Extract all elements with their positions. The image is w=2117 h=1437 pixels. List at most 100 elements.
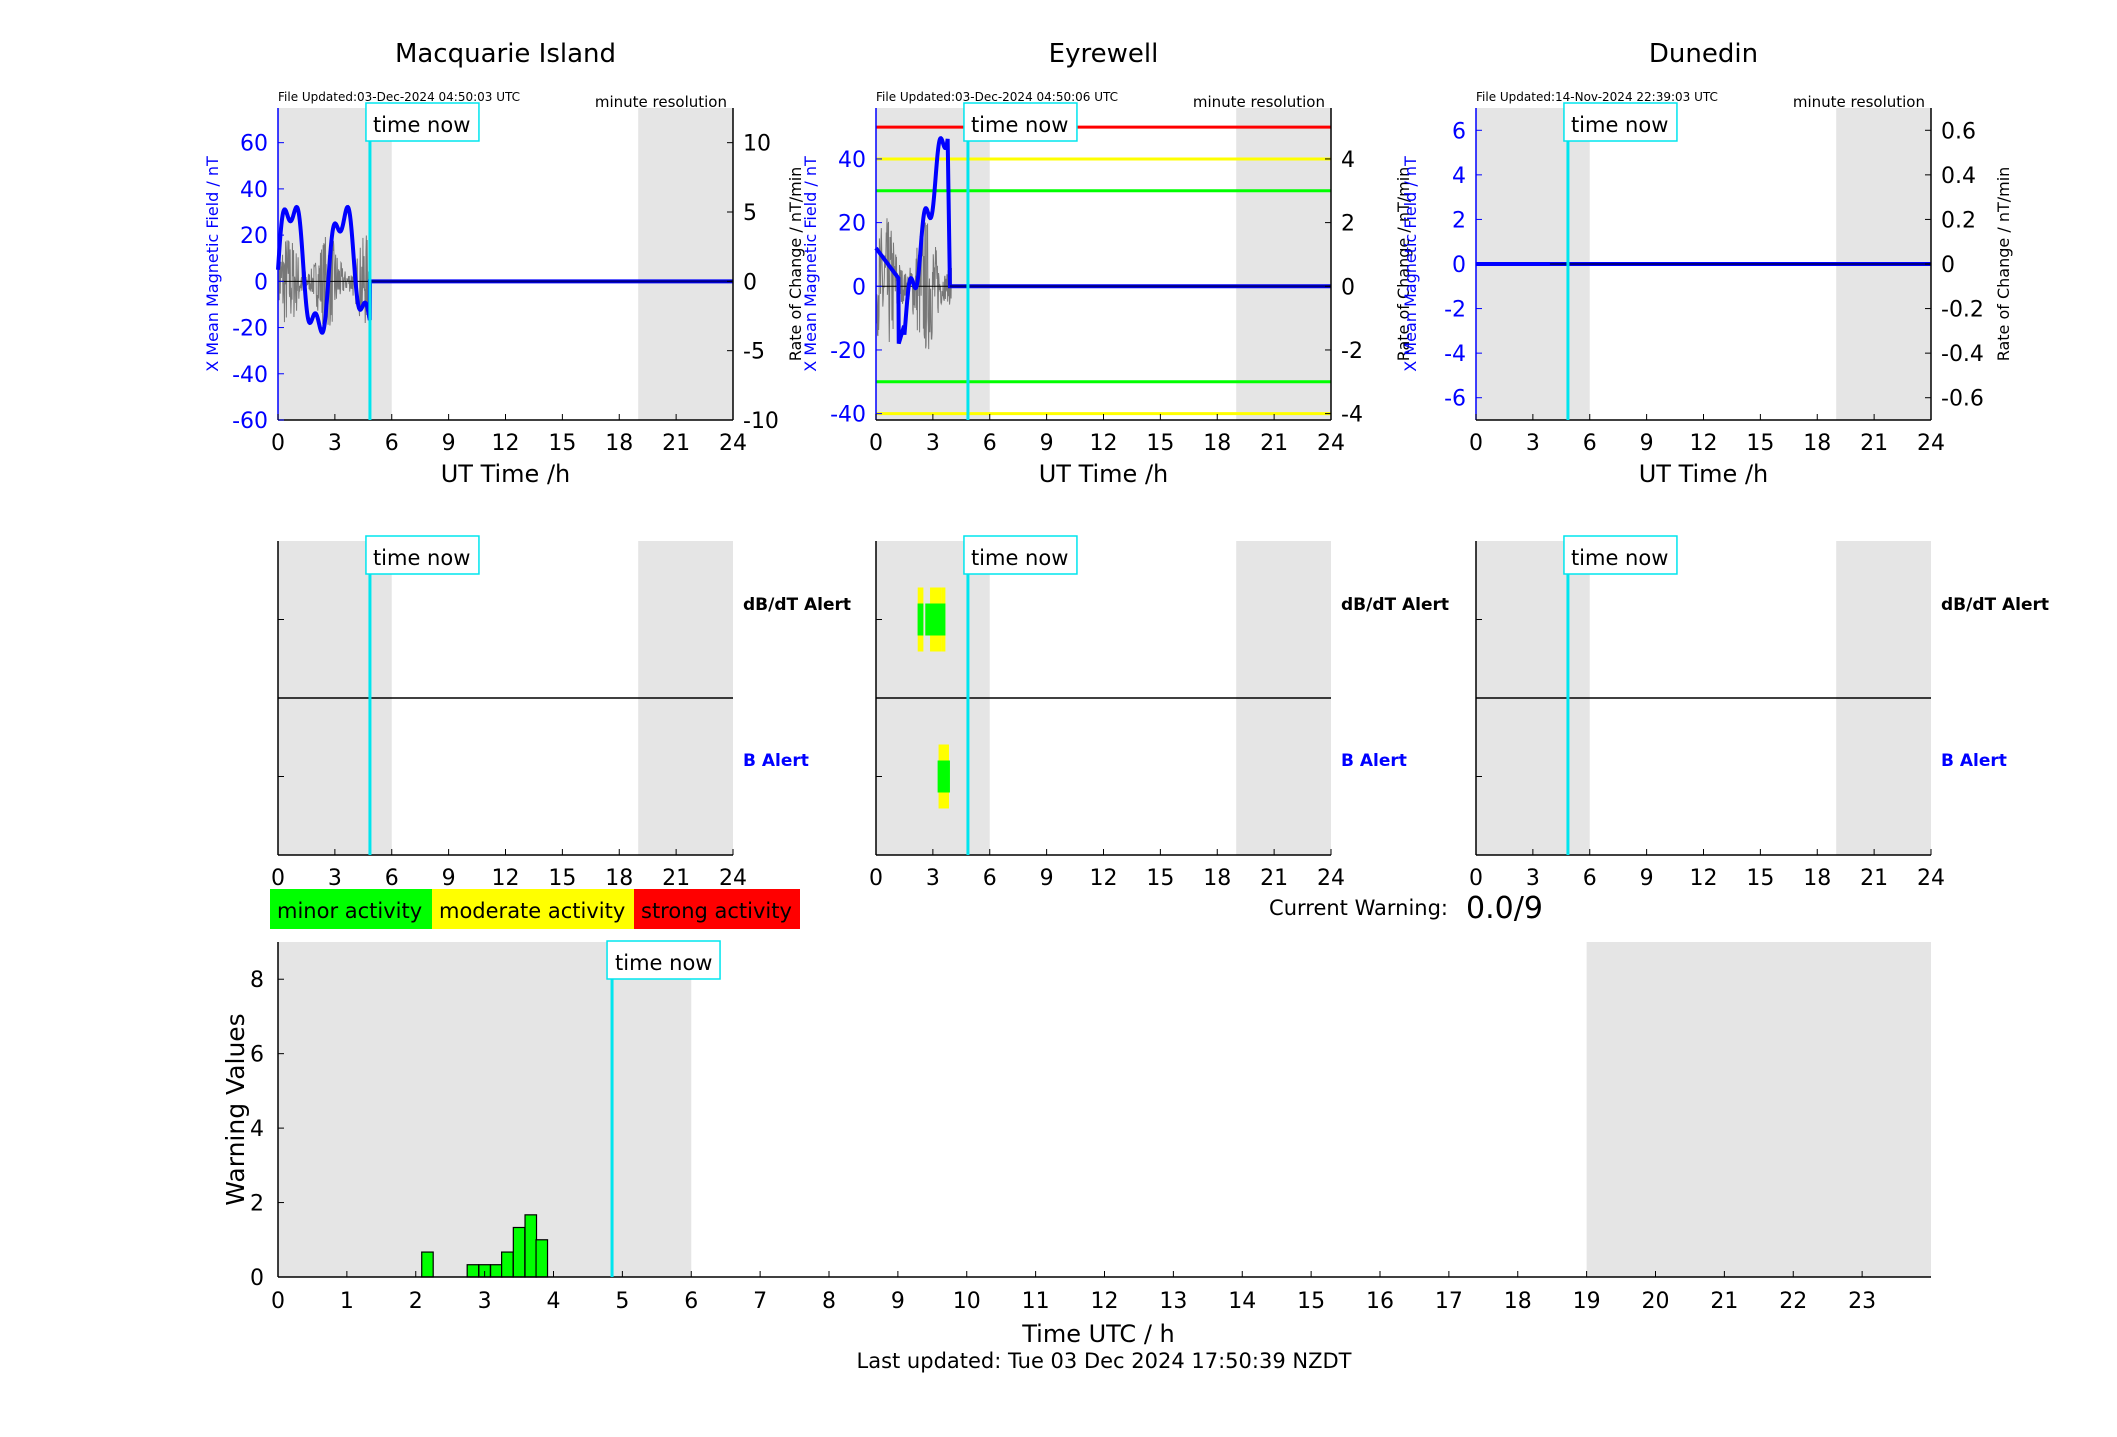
x-tick-label: 18	[1803, 431, 1831, 456]
x-tick-label: 16	[1366, 1289, 1394, 1314]
y-tick-label: 0	[250, 1266, 264, 1291]
dbdt-alert-label: dB/dT Alert	[1941, 595, 2049, 615]
y-tick-label: 2	[250, 1192, 264, 1217]
x-tick-label: 9	[442, 431, 456, 456]
shaded-region	[638, 108, 733, 420]
x-tick-label: 6	[1583, 431, 1597, 456]
y-right-tick-label: -0.6	[1941, 387, 1984, 412]
x-tick-label: 18	[605, 866, 633, 891]
activity-legend: minor activity moderate activity strong ac…	[270, 889, 800, 929]
x-tick-label: 15	[1746, 431, 1774, 456]
y-right-tick-label: -0.4	[1941, 342, 1984, 367]
x-tick-label: 24	[1317, 866, 1345, 891]
x-tick-label: 9	[891, 1289, 905, 1314]
y-right-tick-label: 0	[1941, 253, 1955, 278]
station-title: Macquarie Island	[395, 39, 616, 69]
x-axis-label: UT Time /h	[441, 460, 571, 488]
x-tick-label: 12	[1090, 866, 1118, 891]
x-tick-label: 12	[1090, 431, 1118, 456]
y-left-tick-label: 6	[1452, 119, 1466, 144]
x-tick-label: 24	[719, 431, 747, 456]
warning-bar	[421, 1251, 434, 1278]
x-tick-label: 21	[1260, 866, 1288, 891]
y-left-tick-label: 20	[240, 224, 268, 249]
alert-plot: 0 3 6 9 12 15 18 21 24 time now dB/dT Alert B Alert	[869, 535, 1449, 891]
y-left-tick-label: 2	[1452, 208, 1466, 233]
y-left-tick-label: -4	[1444, 342, 1466, 367]
y-left-tick-label: -2	[1444, 298, 1466, 323]
file-updated-text: File Updated:14-Nov-2024 22:39:03 UTC	[1476, 90, 1718, 104]
x-tick-label: 1	[340, 1289, 354, 1314]
shaded-region	[278, 942, 692, 1277]
time-now-box	[606, 940, 721, 980]
y-right-tick-label: 0.2	[1941, 208, 1976, 233]
x-tick-label: 15	[1146, 866, 1174, 891]
y-left-tick-label: 60	[240, 132, 268, 157]
x-tick-label: 24	[1917, 866, 1945, 891]
x-tick-label: 0	[271, 866, 285, 891]
x-tick-label: 18	[1203, 866, 1231, 891]
y-left-tick-label: 0	[254, 270, 268, 295]
x-tick-label: 22	[1779, 1289, 1807, 1314]
y-tick-label: 6	[250, 1043, 264, 1068]
y-left-axis-label: X Mean Magnetic Field / nT	[801, 156, 820, 372]
x-tick-label: 19	[1573, 1289, 1601, 1314]
x-tick-label: 12	[1091, 1289, 1119, 1314]
y-right-tick-label: 0.4	[1941, 164, 1976, 189]
x-tick-label: 15	[1297, 1289, 1325, 1314]
time-now-label: time now	[615, 951, 712, 975]
y-right-tick-label: -5	[743, 340, 765, 365]
x-tick-label: 24	[1317, 431, 1345, 456]
x-tick-label: 8	[822, 1289, 836, 1314]
y-left-tick-label: 0	[1452, 253, 1466, 278]
warning-bar	[512, 1226, 526, 1278]
x-tick-label: 9	[1640, 431, 1654, 456]
x-tick-label: 3	[926, 866, 940, 891]
x-tick-label: 0	[1469, 431, 1483, 456]
x-tick-label: 3	[328, 431, 342, 456]
x-tick-label: 15	[548, 866, 576, 891]
x-tick-label: 18	[1504, 1289, 1532, 1314]
y-left-axis-label: X Mean Magnetic Field / nT	[203, 156, 222, 372]
x-tick-label: 0	[869, 431, 883, 456]
y-tick-label: 8	[250, 968, 264, 993]
b-alert-label: B Alert	[743, 751, 809, 771]
x-tick-label: 10	[953, 1289, 981, 1314]
x-tick-label: 9	[1040, 866, 1054, 891]
station-title: Dunedin	[1649, 39, 1758, 69]
y-right-tick-label: 5	[743, 201, 757, 226]
magnetic-field-plot: -60 -40 -20 0 20 40 60 -10 -5 0 5 10 0 3 6 9 12 15 18 21 24 U…	[203, 102, 805, 488]
x-tick-label: 12	[1690, 431, 1718, 456]
b-alert-minor	[937, 760, 950, 793]
y-right-axis-label: Rate of Change / nT/min	[786, 167, 805, 362]
x-tick-label: 4	[547, 1289, 561, 1314]
y-right-tick-label: 0	[743, 270, 757, 295]
time-now-label: time now	[373, 546, 470, 570]
x-tick-label: 14	[1228, 1289, 1256, 1314]
legend-swatch	[634, 889, 800, 929]
x-tick-label: 0	[869, 866, 883, 891]
x-tick-label: 18	[1203, 431, 1231, 456]
y-left-tick-label: 4	[1452, 164, 1466, 189]
time-now-box	[365, 535, 480, 575]
y-left-tick-label: -40	[830, 403, 866, 428]
magnetic-field-trace	[276, 204, 733, 335]
x-tick-label: 9	[1640, 866, 1654, 891]
legend-swatch	[270, 889, 432, 929]
dbdt-alert-bar	[917, 603, 921, 636]
x-tick-label: 12	[492, 431, 520, 456]
x-tick-label: 3	[1526, 431, 1540, 456]
time-now-box	[963, 535, 1078, 575]
y-left-tick-label: -40	[232, 363, 268, 388]
y-right-tick-label: 0	[1341, 275, 1355, 300]
y-left-tick-label: -6	[1444, 387, 1466, 412]
x-axis-label: UT Time /h	[1039, 460, 1169, 488]
y-left-tick-label: 0	[852, 275, 866, 300]
x-tick-label: 3	[926, 431, 940, 456]
b-alert-label: B Alert	[1941, 751, 2007, 771]
x-tick-label: 18	[1803, 866, 1831, 891]
file-updated-text: File Updated:03-Dec-2024 04:50:03 UTC	[278, 90, 520, 104]
x-tick-label: 21	[662, 866, 690, 891]
